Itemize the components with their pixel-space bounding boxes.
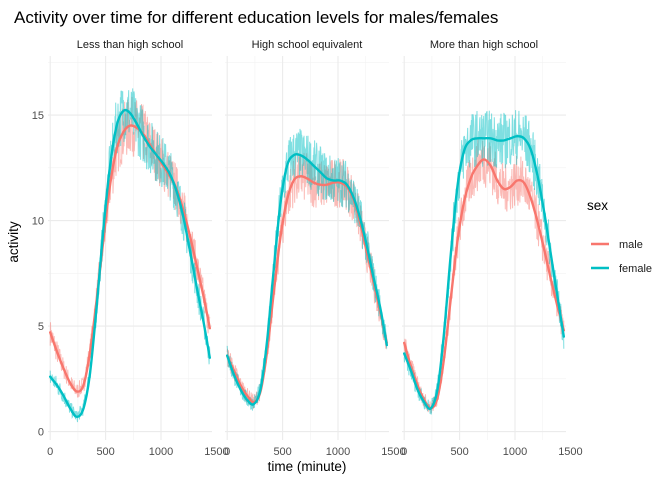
x-axis-title: time (minute): [268, 459, 347, 474]
y-tick-label: 15: [32, 110, 44, 122]
x-tick-label: 1500: [558, 446, 582, 458]
x-tick-label: 1000: [149, 446, 173, 458]
smooth-line-male: [226, 175, 388, 404]
x-tick-label: 0: [47, 446, 53, 458]
raw-line-female: [403, 110, 565, 415]
x-tick-label: 1500: [204, 446, 228, 458]
chart-title: Activity over time for different educati…: [14, 8, 498, 27]
raw-line-female: [49, 88, 211, 423]
facet-panel: High school equivalent 0 500 1000 1500: [224, 39, 406, 458]
raw-line-male: [226, 152, 388, 409]
x-tick-label: 1000: [503, 446, 527, 458]
facet-label: Less than high school: [77, 39, 183, 51]
x-tick-label: 500: [96, 446, 114, 458]
smooth-line-female: [403, 134, 565, 411]
y-tick-label: 0: [38, 427, 44, 439]
x-tick-label: 0: [401, 446, 407, 458]
facet-label: More than high school: [430, 39, 538, 51]
legend-label-male: male: [619, 239, 643, 251]
smooth-line-female: [226, 153, 388, 406]
x-tick-label: 500: [273, 446, 291, 458]
y-tick-label: 10: [32, 216, 44, 228]
x-tick-label: 500: [450, 446, 468, 458]
y-axis-title: activity: [6, 221, 21, 263]
facet-label: High school equivalent: [252, 39, 363, 51]
facet-panel: More than high school 0 500 1000 1500: [401, 39, 583, 458]
x-tick-label: 1000: [326, 446, 350, 458]
legend-label-female: female: [619, 263, 652, 275]
legend-title: sex: [587, 198, 608, 213]
smooth-line-female: [49, 108, 211, 419]
raw-line-female: [226, 128, 388, 411]
x-tick-label: 0: [224, 446, 230, 458]
smooth-line-male: [49, 124, 211, 393]
y-tick-label: 5: [38, 321, 44, 333]
x-tick-label: 1500: [381, 446, 405, 458]
raw-line-male: [49, 96, 211, 398]
legend: sex male female: [587, 198, 652, 275]
